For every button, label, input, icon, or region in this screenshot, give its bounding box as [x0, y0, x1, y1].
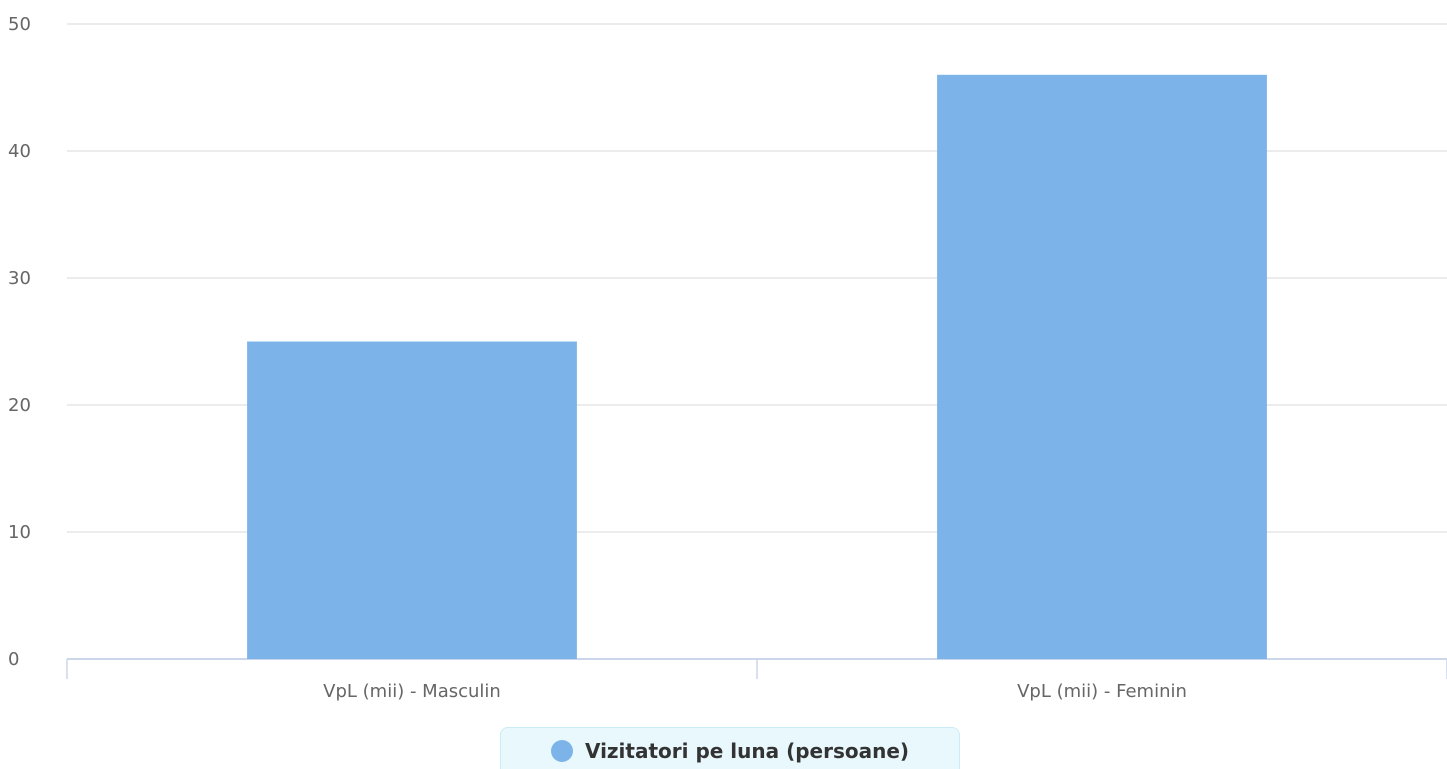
- y-tick-label: 20: [8, 395, 31, 416]
- legend[interactable]: Vizitatori pe luna (persoane): [500, 727, 960, 769]
- x-tick-label: VpL (mii) - Masculin: [323, 681, 501, 702]
- y-tick-label: 0: [8, 649, 19, 670]
- bar: [937, 74, 1267, 660]
- bar: [247, 341, 577, 659]
- y-tick-label: 30: [8, 268, 31, 289]
- y-tick-label: 50: [8, 14, 31, 35]
- y-tick-label: 10: [8, 522, 31, 543]
- legend-marker-icon: [550, 740, 573, 762]
- y-tick-label: 40: [8, 141, 31, 162]
- legend-label: Vizitatori pe luna (persoane): [584, 739, 910, 763]
- x-tick-label: VpL (mii) - Feminin: [1017, 681, 1187, 702]
